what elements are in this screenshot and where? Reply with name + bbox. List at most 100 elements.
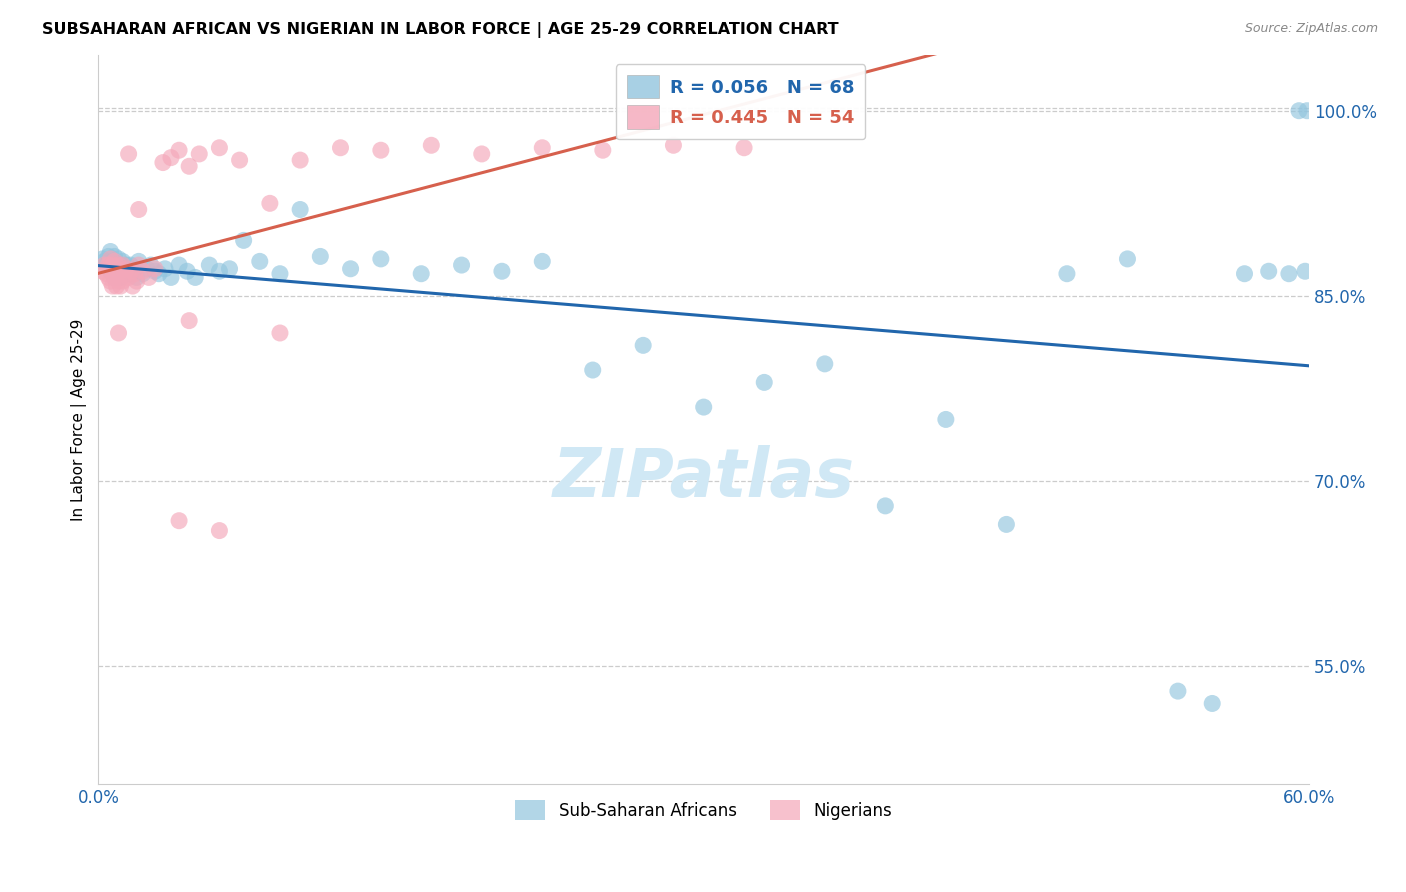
Point xyxy=(91,264,114,278)
Point xyxy=(693,400,716,414)
Point xyxy=(995,517,1018,532)
Point xyxy=(1288,103,1310,118)
Point xyxy=(114,267,136,281)
Point xyxy=(935,412,957,426)
Point xyxy=(124,261,146,276)
Point xyxy=(139,258,162,272)
Point xyxy=(128,254,150,268)
Point xyxy=(1233,267,1256,281)
Point xyxy=(491,264,513,278)
Point xyxy=(91,252,114,266)
Point xyxy=(179,313,201,327)
Point xyxy=(1294,264,1316,278)
Point xyxy=(115,261,138,276)
Point xyxy=(188,147,211,161)
Point xyxy=(370,252,392,266)
Text: SUBSAHARAN AFRICAN VS NIGERIAN IN LABOR FORCE | AGE 25-29 CORRELATION CHART: SUBSAHARAN AFRICAN VS NIGERIAN IN LABOR … xyxy=(42,22,839,38)
Point xyxy=(114,261,136,276)
Point xyxy=(167,258,190,272)
Point xyxy=(1167,684,1189,698)
Point xyxy=(105,279,128,293)
Point xyxy=(208,141,231,155)
Point xyxy=(1056,267,1078,281)
Point xyxy=(143,261,166,276)
Point xyxy=(101,279,124,293)
Point xyxy=(100,274,122,288)
Point xyxy=(1201,697,1223,711)
Point xyxy=(124,267,146,281)
Point xyxy=(103,254,125,268)
Point xyxy=(875,499,897,513)
Point xyxy=(96,258,118,272)
Point xyxy=(97,249,120,263)
Point xyxy=(754,376,776,390)
Point xyxy=(103,249,125,263)
Point xyxy=(110,279,132,293)
Point xyxy=(249,254,271,268)
Point xyxy=(135,261,157,276)
Point xyxy=(110,270,132,285)
Point xyxy=(176,264,198,278)
Text: Source: ZipAtlas.com: Source: ZipAtlas.com xyxy=(1244,22,1378,36)
Point xyxy=(101,258,124,272)
Point xyxy=(269,326,291,340)
Point xyxy=(733,141,755,155)
Point xyxy=(107,252,129,266)
Point xyxy=(115,258,138,272)
Point xyxy=(128,202,150,217)
Point xyxy=(662,138,685,153)
Point xyxy=(117,147,139,161)
Point xyxy=(111,264,134,278)
Y-axis label: In Labor Force | Age 25-29: In Labor Force | Age 25-29 xyxy=(72,318,87,521)
Point xyxy=(132,264,155,278)
Point xyxy=(100,244,122,259)
Point xyxy=(167,143,190,157)
Point xyxy=(208,264,231,278)
Point xyxy=(814,357,837,371)
Point xyxy=(450,258,472,272)
Point xyxy=(411,267,433,281)
Point xyxy=(107,261,129,276)
Point xyxy=(198,258,221,272)
Point xyxy=(339,261,361,276)
Legend: Sub-Saharan Africans, Nigerians: Sub-Saharan Africans, Nigerians xyxy=(509,794,898,826)
Point xyxy=(1278,267,1301,281)
Point xyxy=(420,138,443,153)
Point xyxy=(531,254,554,268)
Point xyxy=(111,258,134,272)
Point xyxy=(160,151,183,165)
Point xyxy=(93,258,115,272)
Text: ZIPatlas: ZIPatlas xyxy=(553,445,855,511)
Point xyxy=(103,270,125,285)
Point xyxy=(631,338,654,352)
Point xyxy=(370,143,392,157)
Point xyxy=(111,274,134,288)
Point xyxy=(288,202,311,217)
Point xyxy=(148,267,170,281)
Point xyxy=(103,270,125,285)
Point xyxy=(97,258,120,272)
Point xyxy=(97,270,120,285)
Point xyxy=(152,155,174,169)
Point xyxy=(592,143,614,157)
Point xyxy=(232,233,254,247)
Point xyxy=(1257,264,1279,278)
Point xyxy=(101,261,124,276)
Point xyxy=(110,264,132,278)
Point xyxy=(132,267,155,281)
Point xyxy=(117,267,139,281)
Point xyxy=(120,258,142,272)
Point xyxy=(105,267,128,281)
Point xyxy=(531,141,554,155)
Point xyxy=(160,270,183,285)
Point xyxy=(120,264,142,278)
Point xyxy=(125,270,148,285)
Point xyxy=(153,261,176,276)
Point xyxy=(107,274,129,288)
Point xyxy=(93,254,115,268)
Point xyxy=(288,153,311,167)
Point xyxy=(138,270,160,285)
Point xyxy=(179,159,201,173)
Point xyxy=(105,264,128,278)
Point xyxy=(269,267,291,281)
